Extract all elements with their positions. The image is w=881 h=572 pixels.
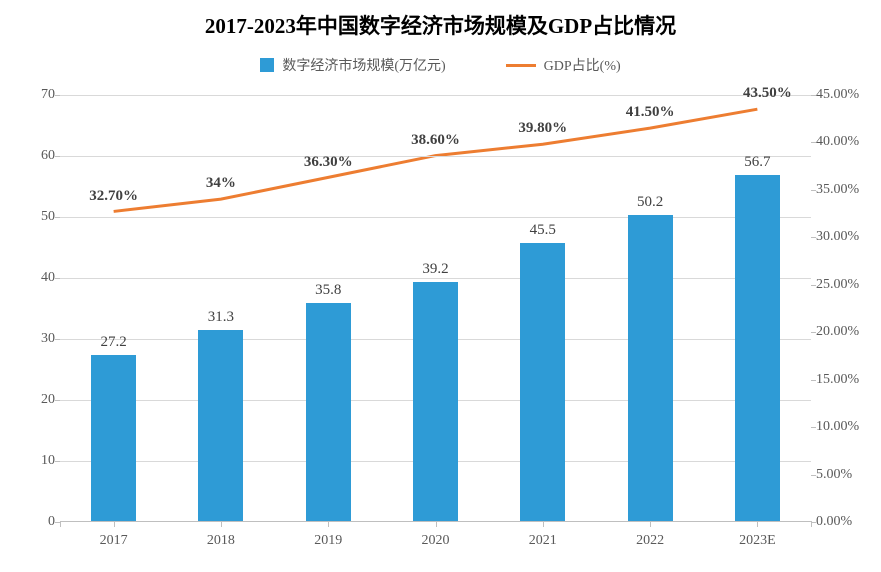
y-right-tick-label: 10.00% — [816, 419, 876, 435]
bar-value-label: 50.2 — [610, 194, 690, 211]
y-left-tick — [55, 278, 60, 279]
x-tick — [436, 521, 437, 527]
x-category-label: 2017 — [64, 533, 164, 549]
bar — [198, 330, 243, 521]
y-right-tick — [811, 427, 816, 428]
gridline — [60, 95, 811, 96]
x-category-label: 2022 — [600, 533, 700, 549]
y-left-tick — [55, 217, 60, 218]
x-tick — [650, 521, 651, 527]
y-left-tick-label: 10 — [15, 453, 55, 469]
x-category-label: 2018 — [171, 533, 271, 549]
y-right-tick — [811, 475, 816, 476]
x-tick — [60, 521, 61, 527]
y-right-tick — [811, 380, 816, 381]
chart-container: 2017-2023年中国数字经济市场规模及GDP占比情况 数字经济市场规模(万亿… — [0, 0, 881, 572]
y-right-tick — [811, 95, 816, 96]
line-value-label: 36.30% — [304, 154, 353, 171]
y-left-tick — [55, 339, 60, 340]
y-left-tick-label: 40 — [15, 270, 55, 286]
y-left-tick-label: 70 — [15, 87, 55, 103]
plot-area: 0102030405060700.00%5.00%10.00%15.00%20.… — [60, 95, 811, 522]
y-right-tick — [811, 285, 816, 286]
legend-item-line: GDP占比(%) — [506, 55, 621, 75]
chart-title: 2017-2023年中国数字经济市场规模及GDP占比情况 — [0, 10, 881, 40]
x-category-label: 2019 — [278, 533, 378, 549]
bar-value-label: 27.2 — [74, 334, 154, 351]
x-tick — [757, 521, 758, 527]
y-left-tick-label: 20 — [15, 392, 55, 408]
y-right-tick-label: 40.00% — [816, 134, 876, 150]
gridline — [60, 156, 811, 157]
x-tick — [811, 521, 812, 527]
y-right-tick-label: 45.00% — [816, 87, 876, 103]
bar — [520, 243, 565, 521]
x-tick — [543, 521, 544, 527]
line-value-label: 41.50% — [626, 104, 675, 121]
line-value-label: 39.80% — [518, 120, 567, 137]
x-category-label: 2021 — [493, 533, 593, 549]
y-right-tick-label: 0.00% — [816, 514, 876, 530]
y-left-tick — [55, 156, 60, 157]
bar — [91, 355, 136, 521]
bar — [628, 215, 673, 521]
gridline — [60, 278, 811, 279]
y-right-tick-label: 5.00% — [816, 467, 876, 483]
y-right-tick — [811, 190, 816, 191]
bar — [306, 303, 351, 521]
bar-value-label: 39.2 — [396, 261, 476, 278]
bar-value-label: 35.8 — [288, 282, 368, 299]
legend: 数字经济市场规模(万亿元) GDP占比(%) — [0, 55, 881, 75]
y-left-tick-label: 0 — [15, 514, 55, 530]
x-tick — [221, 521, 222, 527]
legend-swatch-bar-icon — [260, 58, 274, 72]
bar-value-label: 45.5 — [503, 222, 583, 239]
legend-swatch-line-icon — [506, 64, 536, 67]
y-right-tick — [811, 142, 816, 143]
y-left-tick — [55, 400, 60, 401]
bar — [735, 175, 780, 521]
y-right-tick-label: 20.00% — [816, 324, 876, 340]
x-tick — [114, 521, 115, 527]
y-left-tick-label: 30 — [15, 331, 55, 347]
legend-item-bar: 数字经济市场规模(万亿元) — [260, 55, 445, 75]
y-right-tick-label: 35.00% — [816, 182, 876, 198]
bar-value-label: 56.7 — [717, 154, 797, 171]
gridline — [60, 217, 811, 218]
y-right-tick-label: 25.00% — [816, 277, 876, 293]
x-category-label: 2023E — [707, 533, 807, 549]
x-tick — [328, 521, 329, 527]
y-right-tick — [811, 237, 816, 238]
y-left-tick — [55, 461, 60, 462]
line-value-label: 32.70% — [89, 188, 138, 205]
y-left-tick-label: 60 — [15, 148, 55, 164]
y-right-tick-label: 30.00% — [816, 229, 876, 245]
bar-value-label: 31.3 — [181, 309, 261, 326]
line-value-label: 34% — [206, 175, 236, 192]
y-left-tick-label: 50 — [15, 209, 55, 225]
line-value-label: 38.60% — [411, 132, 460, 149]
y-right-tick — [811, 332, 816, 333]
y-left-tick — [55, 95, 60, 96]
bar — [413, 282, 458, 521]
line-value-label: 43.50% — [743, 85, 792, 102]
legend-bar-label: 数字经济市场规模(万亿元) — [282, 55, 445, 75]
x-category-label: 2020 — [386, 533, 486, 549]
legend-line-label: GDP占比(%) — [544, 55, 621, 75]
y-right-tick-label: 15.00% — [816, 372, 876, 388]
